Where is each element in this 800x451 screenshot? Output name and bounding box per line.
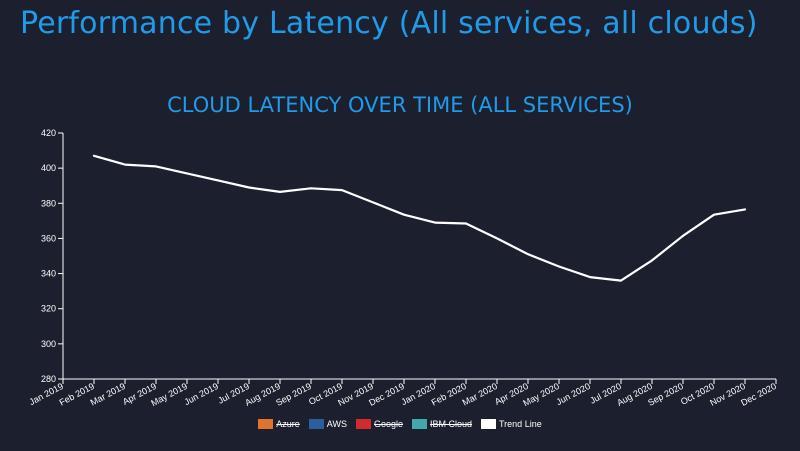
legend-label: AWS: [326, 419, 347, 429]
legend-item-trend-line[interactable]: Trend Line: [481, 419, 542, 429]
legend-swatch: [308, 419, 324, 429]
legend-label: Trend Line: [499, 419, 542, 429]
y-tick-label: 420: [41, 128, 56, 138]
legend-label: IBM Cloud: [429, 419, 473, 429]
x-tick-label: Jun 2020: [555, 381, 592, 407]
y-tick-label: 360: [41, 233, 56, 243]
legend-item-google[interactable]: Google: [355, 419, 403, 429]
x-tick-label: Jun 2019: [183, 381, 220, 407]
x-tick-label: Mar 2020: [461, 381, 499, 408]
y-tick-label: 300: [41, 339, 56, 349]
legend-item-azure[interactable]: Azure: [258, 419, 300, 429]
legend-swatch: [258, 419, 274, 429]
y-tick-label: 280: [41, 374, 56, 384]
y-tick-label: 400: [41, 163, 56, 173]
x-tick-label: Sep 2019: [274, 381, 313, 408]
legend-swatch: [355, 419, 371, 429]
x-tick-label: Mar 2019: [89, 381, 127, 408]
x-tick-label: Sep 2020: [646, 381, 685, 408]
legend-label: Google: [373, 419, 403, 429]
chart-title: CLOUD LATENCY OVER TIME (ALL SERVICES): [167, 93, 633, 117]
y-tick-label: 320: [41, 304, 56, 314]
series-line-trend: [92, 154, 747, 282]
y-tick-label: 380: [41, 198, 56, 208]
chart-legend: Azure AWS Google IBM Cloud Trend Line: [0, 419, 800, 429]
legend-item-ibm-cloud[interactable]: IBM Cloud: [411, 419, 473, 429]
y-tick-label: 340: [41, 269, 56, 279]
x-tick-label: Dec 2019: [367, 381, 406, 408]
legend-item-aws[interactable]: AWS: [308, 419, 347, 429]
legend-label: Azure: [276, 419, 300, 429]
page-title: Performance by Latency (All services, al…: [20, 6, 758, 41]
x-tick-label: Dec 2020: [739, 381, 778, 408]
legend-swatch: [411, 419, 427, 429]
legend-swatch: [481, 419, 497, 429]
